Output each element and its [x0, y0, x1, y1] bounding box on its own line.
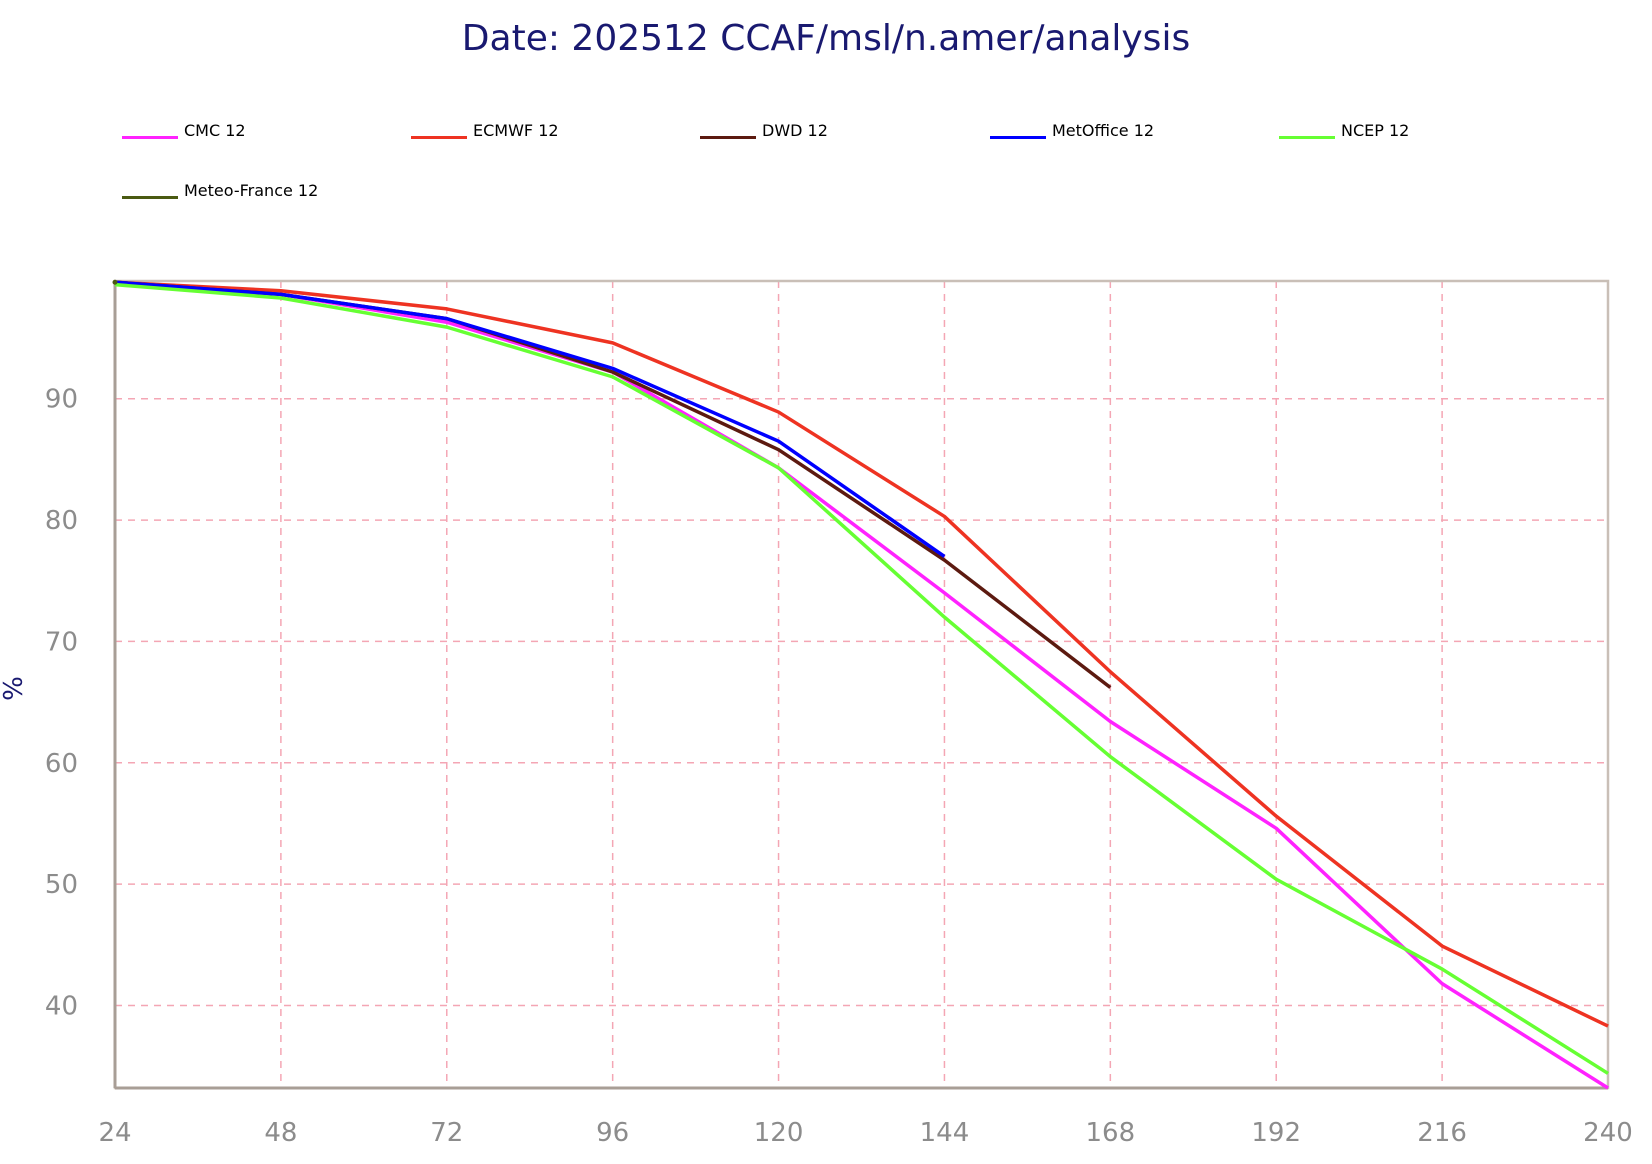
legend-label: Meteo-France 12	[184, 181, 319, 200]
legend-label: MetOffice 12	[1052, 121, 1155, 140]
legend-label: CMC 12	[184, 121, 246, 140]
legend-swatch	[990, 136, 1046, 139]
legend-swatch	[700, 136, 756, 139]
series-line-metoffice-12	[114, 280, 946, 558]
legend-label: ECMWF 12	[473, 121, 559, 140]
y-tick-label-80: 80	[45, 506, 78, 536]
x-tick-label-48: 48	[264, 1118, 297, 1148]
x-tick-label-96: 96	[596, 1118, 629, 1148]
legend-swatch	[411, 136, 467, 139]
y-tick-label-70: 70	[45, 627, 78, 657]
chart-title: Date: 202512 CCAF/msl/n.amer/analysis	[461, 18, 1191, 59]
legend-swatch	[122, 136, 178, 139]
series-line-cmc-12	[114, 281, 1609, 1090]
x-tick-label-192: 192	[1251, 1118, 1301, 1148]
x-tick-label-120: 120	[754, 1118, 804, 1148]
series-line-ecmwf-12	[114, 280, 1609, 1028]
legend-swatch	[122, 196, 178, 199]
x-tick-label-216: 216	[1417, 1118, 1467, 1148]
legend-label: NCEP 12	[1341, 121, 1410, 140]
plot-border	[113, 279, 1610, 1090]
legend-swatch	[1279, 136, 1335, 139]
y-tick-label-50: 50	[45, 870, 78, 900]
x-tick-label-72: 72	[430, 1118, 463, 1148]
x-tick-label-240: 240	[1583, 1118, 1633, 1148]
series-line-ncep-12	[114, 282, 1609, 1075]
x-tick-label-144: 144	[920, 1118, 970, 1148]
series-point-meteo-france-12	[112, 279, 118, 285]
y-tick-label-40: 40	[45, 991, 78, 1021]
y-tick-label-90: 90	[45, 385, 78, 415]
x-tick-label-168: 168	[1086, 1118, 1136, 1148]
x-tick-label-24: 24	[98, 1118, 131, 1148]
y-axis-label: %	[0, 676, 29, 701]
legend-label: DWD 12	[762, 121, 828, 140]
y-tick-label-60: 60	[45, 749, 78, 779]
